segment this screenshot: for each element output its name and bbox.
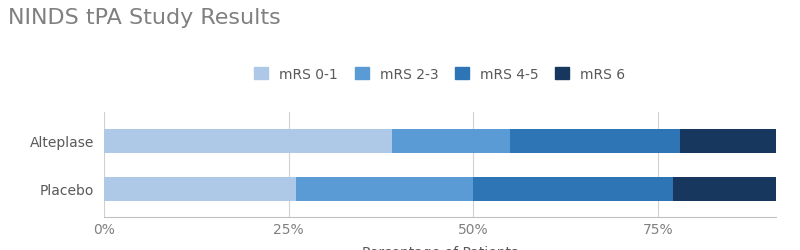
- Bar: [104, 129, 392, 153]
- Bar: [510, 129, 680, 153]
- Text: NINDS tPA Study Results: NINDS tPA Study Results: [8, 8, 281, 28]
- Bar: [673, 177, 798, 201]
- Bar: [680, 129, 776, 153]
- X-axis label: Percentage of Patients: Percentage of Patients: [362, 244, 518, 250]
- Bar: [104, 177, 296, 201]
- Legend: mRS 0-1, mRS 2-3, mRS 4-5, mRS 6: mRS 0-1, mRS 2-3, mRS 4-5, mRS 6: [249, 62, 631, 87]
- Bar: [474, 177, 673, 201]
- Bar: [296, 177, 474, 201]
- Bar: [392, 129, 510, 153]
